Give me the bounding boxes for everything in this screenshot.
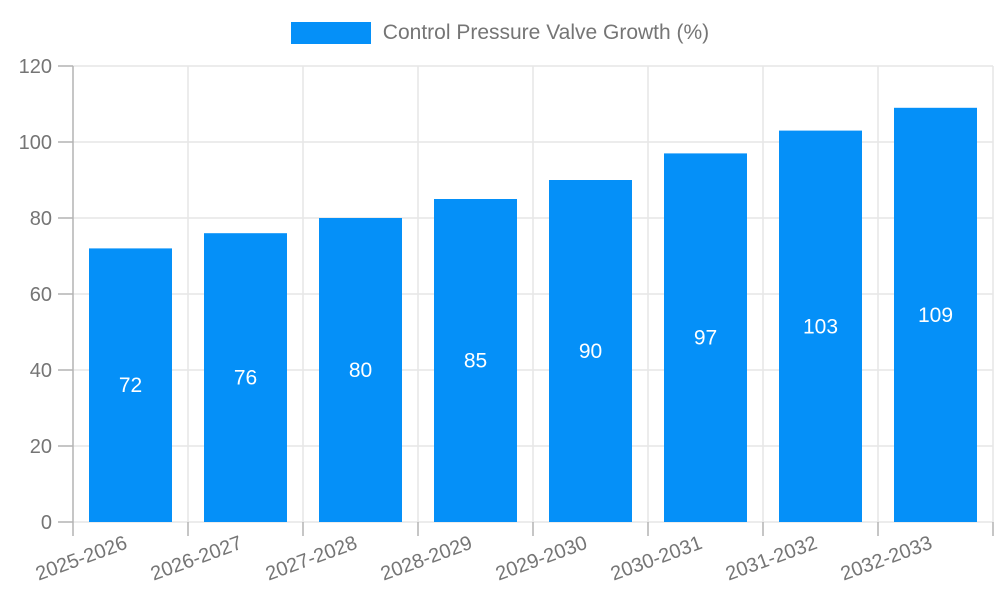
bar-value-label: 72: [119, 374, 142, 397]
bar-value-label: 80: [349, 359, 372, 382]
bar-2028-2029[interactable]: [434, 199, 517, 522]
x-tick-label: 2027-2028: [263, 532, 360, 585]
x-tick-label: 2026-2027: [148, 532, 245, 585]
legend-label: Control Pressure Valve Growth (%): [382, 21, 710, 44]
y-tick-label: 0: [41, 512, 52, 534]
y-tick-label: 100: [19, 132, 52, 154]
y-tick-label: 80: [30, 208, 52, 230]
bar-value-label: 97: [694, 327, 717, 350]
y-tick-label: 40: [30, 360, 52, 382]
x-tick-label: 2029-2030: [493, 532, 590, 585]
legend[interactable]: Control Pressure Valve Growth (%): [0, 20, 1000, 46]
x-tick-label: 2028-2029: [378, 532, 475, 585]
x-tick-label: 2025-2026: [33, 532, 130, 585]
bar-2030-2031[interactable]: [664, 153, 747, 522]
y-tick-label: 60: [30, 284, 52, 306]
x-tick-label: 2030-2031: [608, 532, 705, 585]
legend-swatch: [290, 22, 371, 44]
y-tick-label: 120: [19, 56, 52, 78]
bar-2031-2032[interactable]: [779, 130, 862, 522]
bar-value-label: 85: [464, 350, 487, 373]
bar-2025-2026[interactable]: [89, 248, 172, 522]
bar-2029-2030[interactable]: [549, 180, 632, 522]
bar-value-label: 76: [234, 367, 257, 390]
bar-value-label: 109: [918, 304, 953, 327]
bar-2026-2027[interactable]: [204, 233, 287, 522]
bar-value-label: 90: [579, 340, 602, 363]
bar-2032-2033[interactable]: [894, 107, 977, 523]
bar-2027-2028[interactable]: [319, 218, 402, 522]
y-tick-label: 20: [30, 436, 52, 458]
x-tick-label: 2032-2033: [838, 532, 935, 585]
bar-value-label: 103: [803, 315, 838, 338]
x-tick-label: 2031-2032: [723, 532, 820, 585]
